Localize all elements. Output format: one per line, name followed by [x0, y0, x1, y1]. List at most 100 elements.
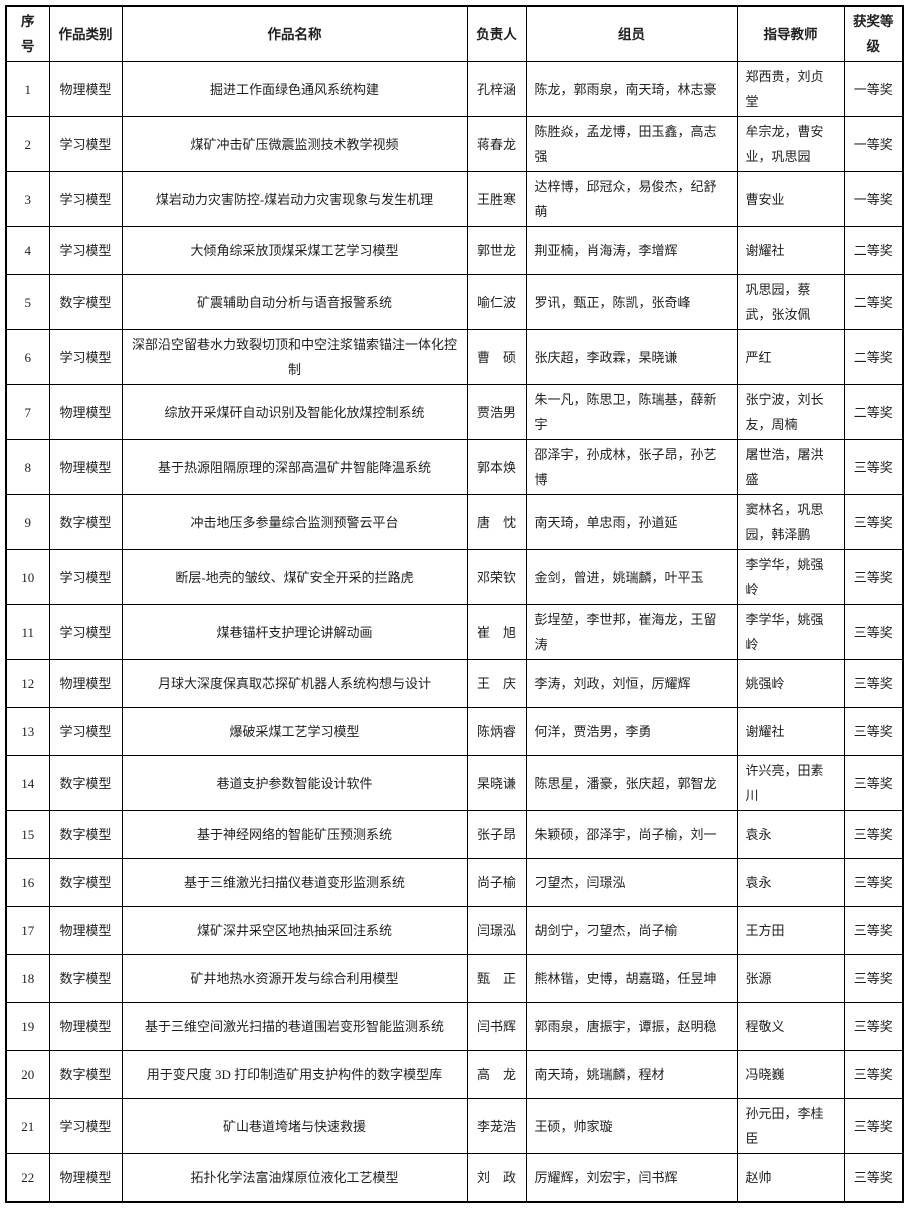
- cell-award: 三等奖: [843, 954, 904, 1003]
- cell-award: 三等奖: [843, 1153, 904, 1202]
- table-row: 11 学习模型 煤巷锚杆支护理论讲解动画崔 旭彭埕堃，李世邦，崔海龙，王留涛 李学华，…: [5, 604, 904, 660]
- cell-leader: 张子昂: [466, 810, 527, 859]
- cell-leader: 孔梓涵: [466, 61, 527, 117]
- cell-members: 郭雨泉，唐振宇，谭振，赵明稳: [525, 1002, 738, 1051]
- cell-category: 学习模型: [48, 226, 123, 275]
- cell-leader: 喻仁波: [466, 274, 527, 330]
- column-header-title: 作品名称: [121, 5, 468, 62]
- column-header-no: 序号: [5, 5, 50, 62]
- cell-no: 11: [5, 604, 50, 660]
- table-row: 2 学习模型 煤矿冲击矿压微震监测技术教学视频 蒋春龙 陈胜焱，孟龙博，田玉鑫，高志强牟…: [5, 116, 904, 172]
- cell-no: 2: [5, 116, 50, 172]
- table-row: 19 物理模型 基于三维空间激光扫描的巷道围岩变形智能监测系统 闫书辉 郭雨泉，唐振宇，…: [5, 1002, 904, 1051]
- cell-teachers: 李学华，姚强岭: [736, 604, 845, 660]
- cell-category: 数字模型: [48, 858, 123, 907]
- cell-members: 厉耀辉，刘宏宇，闫书辉: [525, 1153, 738, 1202]
- cell-leader: 闫书辉: [466, 1002, 527, 1051]
- cell-no: 7: [5, 384, 50, 440]
- cell-teachers: 屠世浩，屠洪盛: [736, 439, 845, 495]
- cell-leader: 高 龙: [466, 1050, 527, 1099]
- cell-category: 物理模型: [48, 659, 123, 708]
- column-header-award: 获奖等级: [843, 5, 904, 62]
- cell-category: 物理模型: [48, 61, 123, 117]
- cell-title: 大倾角综采放顶煤采煤工艺学习模型: [121, 226, 468, 275]
- cell-category: 学习模型: [48, 116, 123, 172]
- table-row: 6 学习模型 深部沿空留巷水力致裂切顶和中空注浆锚索锚注一体化控制曹 硕张庆超，李政…: [5, 329, 904, 385]
- cell-teachers: 孙元田，李桂臣: [736, 1098, 845, 1154]
- cell-award: 三等奖: [843, 659, 904, 708]
- cell-teachers: 赵帅: [736, 1153, 845, 1202]
- table-row: 22 物理模型 拓扑化学法富油煤原位液化工艺模型刘 政厉耀辉，刘宏宇，闫书辉 赵帅 三等…: [5, 1153, 904, 1202]
- cell-no: 1: [5, 61, 50, 117]
- cell-title: 基于三维空间激光扫描的巷道围岩变形智能监测系统: [121, 1002, 468, 1051]
- cell-no: 8: [5, 439, 50, 495]
- cell-teachers: 程敬义: [736, 1002, 845, 1051]
- cell-members: 陈龙，郭雨泉，南天琦，林志豪: [525, 61, 738, 117]
- cell-no: 3: [5, 171, 50, 227]
- table-row: 21 学习模型 矿山巷道垮堵与快速救援 李茏浩 王硕，帅家璇 孙元田，李桂臣 三等奖: [5, 1098, 904, 1154]
- cell-leader: 崔 旭: [466, 604, 527, 660]
- cell-category: 物理模型: [48, 439, 123, 495]
- cell-leader: 尚子榆: [466, 858, 527, 907]
- table-row: 4 学习模型 大倾角综采放顶煤采煤工艺学习模型 郭世龙 荆亚楠，肖海涛，李增辉 谢耀社 二等…: [5, 226, 904, 275]
- cell-category: 数字模型: [48, 954, 123, 1003]
- table-body: 1 物理模型 掘进工作面绿色通风系统构建 孔梓涵 陈龙，郭雨泉，南天琦，林志豪 郑西贵，刘…: [5, 61, 904, 1202]
- cell-members: 罗讯，甄正，陈凯，张奇峰: [525, 274, 738, 330]
- cell-title: 矿震辅助自动分析与语音报警系统: [121, 274, 468, 330]
- cell-award: 二等奖: [843, 274, 904, 330]
- cell-award: 三等奖: [843, 1002, 904, 1051]
- cell-leader: 郭本焕: [466, 439, 527, 495]
- cell-category: 物理模型: [48, 1153, 123, 1202]
- cell-no: 17: [5, 906, 50, 955]
- cell-leader: 贾浩男: [466, 384, 527, 440]
- cell-no: 4: [5, 226, 50, 275]
- cell-title: 用于变尺度 3D 打印制造矿用支护构件的数字模型库: [121, 1050, 468, 1099]
- cell-award: 三等奖: [843, 1098, 904, 1154]
- cell-no: 19: [5, 1002, 50, 1051]
- cell-teachers: 王方田: [736, 906, 845, 955]
- cell-no: 5: [5, 274, 50, 330]
- cell-leader: 曹 硕: [466, 329, 527, 385]
- cell-category: 学习模型: [48, 707, 123, 756]
- cell-members: 邵泽宇，孙成林，张子昂，孙艺博: [525, 439, 738, 495]
- table-row: 7 物理模型 综放开采煤矸自动识别及智能化放煤控制系统 贾浩男 朱一凡，陈思卫，陈瑞基，…: [5, 384, 904, 440]
- cell-leader: 闫璟泓: [466, 906, 527, 955]
- cell-no: 15: [5, 810, 50, 859]
- cell-title: 综放开采煤矸自动识别及智能化放煤控制系统: [121, 384, 468, 440]
- cell-award: 二等奖: [843, 384, 904, 440]
- cell-award: 三等奖: [843, 604, 904, 660]
- cell-award: 三等奖: [843, 439, 904, 495]
- column-header-leader: 负责人: [466, 5, 527, 62]
- cell-category: 物理模型: [48, 384, 123, 440]
- cell-title: 冲击地压多参量综合监测预警云平台: [121, 494, 468, 550]
- cell-title: 煤矿深井采空区地热抽采回注系统: [121, 906, 468, 955]
- table-header-row: 序号 作品类别 作品名称 负责人 组员 指导教师 获奖等级: [5, 5, 904, 62]
- cell-category: 学习模型: [48, 171, 123, 227]
- cell-award: 三等奖: [843, 810, 904, 859]
- column-header-teachers: 指导教师: [736, 5, 845, 62]
- cell-title: 煤巷锚杆支护理论讲解动画: [121, 604, 468, 660]
- cell-members: 金剑，曾进，姚瑞麟，叶平玉: [525, 549, 738, 605]
- cell-leader: 唐 忱: [466, 494, 527, 550]
- cell-members: 朱颖硕，邵泽宇，尚子榆，刘一: [525, 810, 738, 859]
- cell-category: 学习模型: [48, 604, 123, 660]
- table-row: 17 物理模型 煤矿深井采空区地热抽采回注系统 闫璟泓 胡剑宁，刁望杰，尚子榆 王方田 三等…: [5, 906, 904, 955]
- table-row: 8 物理模型 基于热源阻隔原理的深部高温矿井智能降温系统 郭本焕 邵泽宇，孙成林，张子昂…: [5, 439, 904, 495]
- cell-members: 荆亚楠，肖海涛，李增辉: [525, 226, 738, 275]
- cell-award: 三等奖: [843, 494, 904, 550]
- cell-teachers: 窦林名，巩思园，韩泽鹏: [736, 494, 845, 550]
- cell-members: 南天琦，姚瑞麟，程材: [525, 1050, 738, 1099]
- cell-title: 掘进工作面绿色通风系统构建: [121, 61, 468, 117]
- cell-award: 二等奖: [843, 329, 904, 385]
- cell-teachers: 袁永: [736, 858, 845, 907]
- table-row: 10 学习模型 断层-地壳的皱纹、煤矿安全开采的拦路虎 邓荣钦 金剑，曾进，姚瑞麟，叶平…: [5, 549, 904, 605]
- cell-title: 深部沿空留巷水力致裂切顶和中空注浆锚索锚注一体化控制: [121, 329, 468, 385]
- cell-teachers: 冯晓巍: [736, 1050, 845, 1099]
- cell-title: 断层-地壳的皱纹、煤矿安全开采的拦路虎: [121, 549, 468, 605]
- cell-no: 18: [5, 954, 50, 1003]
- table-row: 13 学习模型 爆破采煤工艺学习模型 陈炳睿 何洋，贾浩男，李勇 谢耀社 三等奖: [5, 707, 904, 756]
- cell-category: 数字模型: [48, 1050, 123, 1099]
- cell-category: 物理模型: [48, 1002, 123, 1051]
- table-row: 15 数字模型 基于神经网络的智能矿压预测系统 张子昂 朱颖硕，邵泽宇，尚子榆，刘一 袁永…: [5, 810, 904, 859]
